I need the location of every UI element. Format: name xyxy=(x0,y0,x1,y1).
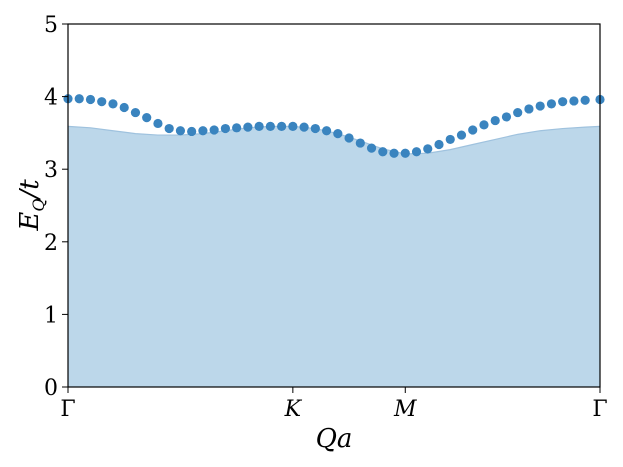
data-point xyxy=(220,123,230,134)
data-point xyxy=(389,148,399,158)
data-point xyxy=(277,121,287,131)
data-point xyxy=(355,138,365,148)
data-point xyxy=(378,147,388,157)
plot-frame xyxy=(67,23,601,388)
x-tick-label: Γ xyxy=(592,397,607,422)
y-tick-label: 5 xyxy=(44,13,58,38)
data-point xyxy=(97,97,107,107)
data-point xyxy=(569,96,579,106)
data-point xyxy=(265,121,275,131)
y-axis-label: EQ/t xyxy=(15,179,48,232)
band-layer xyxy=(67,125,601,388)
data-point xyxy=(299,122,309,132)
data-point xyxy=(333,129,343,139)
x-axis-label: Qa xyxy=(316,424,353,454)
data-point xyxy=(321,126,332,136)
y-axis-label-sub: Q xyxy=(29,199,48,212)
data-point xyxy=(142,113,152,123)
data-point xyxy=(153,118,163,129)
data-point xyxy=(546,99,557,109)
data-point xyxy=(490,115,500,126)
band-area xyxy=(68,126,600,388)
y-axis: 0 1 2 3 4 5 xyxy=(44,13,68,401)
y-tick-label: 2 xyxy=(44,231,58,256)
data-point xyxy=(558,97,568,107)
data-point xyxy=(423,144,433,154)
data-point xyxy=(198,126,208,136)
data-point xyxy=(479,120,489,130)
data-point xyxy=(130,107,141,118)
data-point xyxy=(501,112,512,122)
data-point xyxy=(232,123,242,133)
data-point xyxy=(108,99,118,109)
data-point xyxy=(445,134,455,145)
data-point xyxy=(344,133,354,143)
data-point xyxy=(513,107,523,118)
data-point xyxy=(310,123,320,134)
data-point xyxy=(524,104,534,114)
data-point xyxy=(411,147,422,157)
x-tick-label: M xyxy=(393,397,417,422)
data-point xyxy=(187,126,197,137)
data-point xyxy=(85,94,96,105)
data-point xyxy=(366,143,377,153)
x-tick-label: K xyxy=(284,397,303,422)
data-point xyxy=(243,122,253,132)
data-point xyxy=(456,130,467,140)
data-point xyxy=(175,126,186,136)
data-point xyxy=(288,121,298,131)
y-tick-label: 3 xyxy=(44,158,58,183)
data-point xyxy=(74,94,84,104)
y-tick-label: 0 xyxy=(44,376,58,401)
y-axis-label-main: E xyxy=(15,212,45,232)
y-tick-label: 4 xyxy=(44,86,58,111)
data-point xyxy=(535,101,545,111)
y-axis-label-rest: /t xyxy=(15,179,45,202)
data-point xyxy=(254,121,264,131)
data-point xyxy=(434,139,444,150)
data-point xyxy=(119,102,129,113)
data-point xyxy=(209,125,219,135)
x-tick-label: Γ xyxy=(60,397,75,422)
data-point xyxy=(468,125,478,135)
data-point xyxy=(580,95,590,105)
y-tick-label: 1 xyxy=(44,303,58,328)
points-layer xyxy=(63,94,605,158)
data-point xyxy=(400,148,410,158)
data-point xyxy=(164,123,174,134)
